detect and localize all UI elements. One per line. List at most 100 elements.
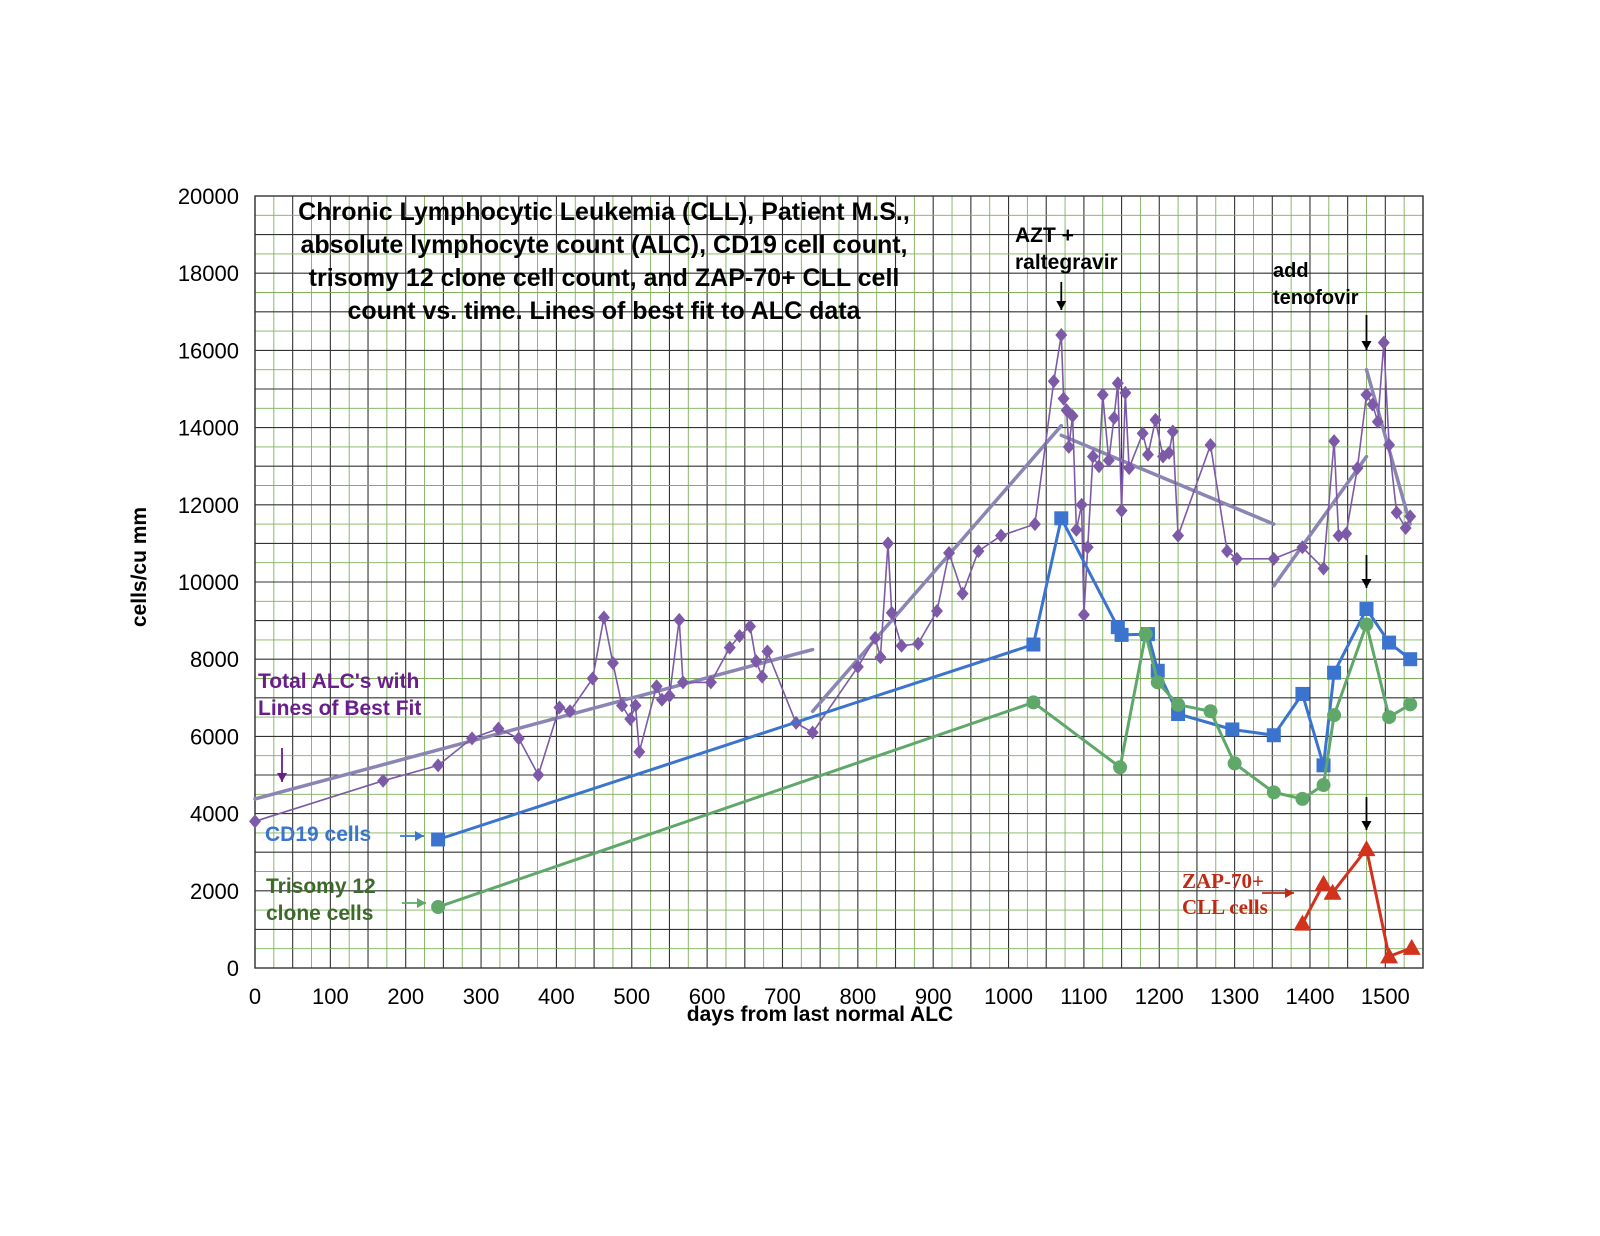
y-tick-label: 0 (227, 956, 239, 981)
y-tick-label: 12000 (178, 493, 239, 518)
legend-cd19-label: CD19 cells (265, 821, 371, 848)
data-point-diamond (869, 630, 882, 645)
data-point-diamond (1371, 414, 1384, 429)
data-point-diamond (1092, 459, 1105, 474)
y-tick-label: 18000 (178, 261, 239, 286)
data-point-diamond (1047, 374, 1060, 389)
data-point-diamond (1115, 503, 1128, 518)
data-point-diamond (750, 654, 763, 669)
data-series (249, 327, 1421, 964)
annotation-tenofovir: add tenofovir (1273, 258, 1359, 312)
x-tick-label: 300 (463, 984, 500, 1009)
data-point-square (1054, 511, 1069, 526)
data-point-triangle (1314, 874, 1333, 891)
data-point-square (1359, 602, 1374, 617)
x-tick-label: 800 (839, 984, 876, 1009)
data-point-diamond (249, 814, 261, 829)
data-point-diamond (943, 546, 956, 561)
y-tick-label: 2000 (190, 879, 239, 904)
data-point-diamond (704, 675, 717, 690)
data-point-diamond (466, 731, 479, 746)
annotation-line: CLL cells (1182, 895, 1268, 919)
data-point-diamond (1383, 437, 1396, 452)
arrow-tenofovir-head (1361, 341, 1372, 350)
data-point-diamond (1062, 439, 1075, 454)
annotation-line: add (1273, 260, 1309, 282)
arrow-cd19-label-head (415, 831, 424, 841)
annotation-line: clone cells (266, 902, 374, 925)
data-point-diamond (1351, 461, 1364, 476)
arrow-cd19-peak-head (1361, 579, 1372, 588)
data-point-diamond (930, 603, 943, 618)
legend-trisomy12-label: Trisomy 12 clone cells (266, 873, 376, 927)
x-tick-label: 1400 (1285, 984, 1334, 1009)
data-point-diamond (1136, 426, 1149, 441)
legend-alc-label: Total ALC's with Lines of Best Fit (258, 668, 421, 722)
data-point-diamond (615, 698, 628, 713)
data-point-circle (1026, 695, 1041, 710)
data-point-diamond (1390, 505, 1403, 520)
x-tick-label: 1100 (1060, 984, 1107, 1009)
alc-fit-line (253, 647, 815, 801)
data-point-diamond (673, 612, 686, 627)
data-point-circle (1295, 791, 1310, 806)
data-point-triangle (1323, 883, 1342, 900)
arrow-trisomy12-label-head (417, 898, 426, 908)
data-point-triangle (1380, 947, 1399, 964)
x-axis-label: days from last normal ALC (686, 1003, 954, 1026)
data-point-diamond (1163, 445, 1176, 460)
arrow-zap70-peak-head (1361, 821, 1372, 830)
data-point-diamond (629, 698, 642, 713)
x-tick-label: 0 (249, 984, 261, 1009)
chart-title: Chronic Lymphocytic Leukemia (CLL), Pati… (254, 196, 954, 328)
series-line (1301, 847, 1413, 958)
data-point-diamond (1111, 376, 1124, 391)
data-point-diamond (1317, 561, 1330, 576)
x-tick-label: 1000 (984, 984, 1033, 1009)
arrow-azt-head (1056, 301, 1067, 310)
data-point-diamond (512, 731, 525, 746)
series-line (437, 623, 1411, 909)
data-point-circle (1150, 675, 1165, 690)
y-tick-label: 20000 (178, 184, 239, 209)
y-tick-label: 16000 (178, 338, 239, 363)
x-tick-label: 400 (538, 984, 575, 1009)
series-triangle (1293, 840, 1421, 964)
x-tick-label: 1200 (1135, 984, 1184, 1009)
legend-zap70-label: ZAP-70+ CLL cells (1182, 868, 1268, 920)
data-point-circle (1382, 710, 1397, 725)
data-point-diamond (606, 656, 619, 671)
data-point-diamond (1077, 607, 1090, 622)
data-point-diamond (432, 758, 445, 773)
data-point-square (1114, 627, 1129, 642)
data-point-circle (431, 900, 446, 915)
data-point-diamond (1377, 335, 1390, 350)
alc-fit-lines (253, 367, 1412, 801)
annotation-line: Lines of Best Fit (258, 697, 422, 720)
data-point-square (1295, 686, 1310, 701)
data-point-triangle (1293, 914, 1312, 931)
data-point-diamond (912, 636, 925, 651)
annotation-line: CD19 cells (265, 823, 372, 846)
data-point-diamond (492, 721, 505, 736)
data-point-square (1266, 728, 1281, 743)
alc-fit-line (1272, 454, 1369, 588)
x-tick-label: 900 (915, 984, 952, 1009)
title-line: Chronic Lymphocytic Leukemia (CLL), Pati… (298, 198, 910, 226)
data-point-diamond (1028, 517, 1041, 532)
data-point-diamond (744, 619, 757, 634)
x-tick-label: 600 (689, 984, 726, 1009)
data-point-diamond (1204, 437, 1217, 452)
data-point-diamond (806, 725, 819, 740)
series-square (431, 511, 1418, 847)
annotation-line: raltegravir (1015, 251, 1118, 274)
data-point-circle (1171, 697, 1186, 712)
data-point-diamond (1086, 449, 1099, 464)
data-point-diamond (377, 773, 390, 788)
grid (254, 195, 1424, 969)
annotation-line: Trisomy 12 (266, 875, 376, 898)
annotation-line: ZAP-70+ (1182, 869, 1264, 893)
x-tick-label: 700 (764, 984, 801, 1009)
data-point-diamond (1070, 522, 1083, 537)
